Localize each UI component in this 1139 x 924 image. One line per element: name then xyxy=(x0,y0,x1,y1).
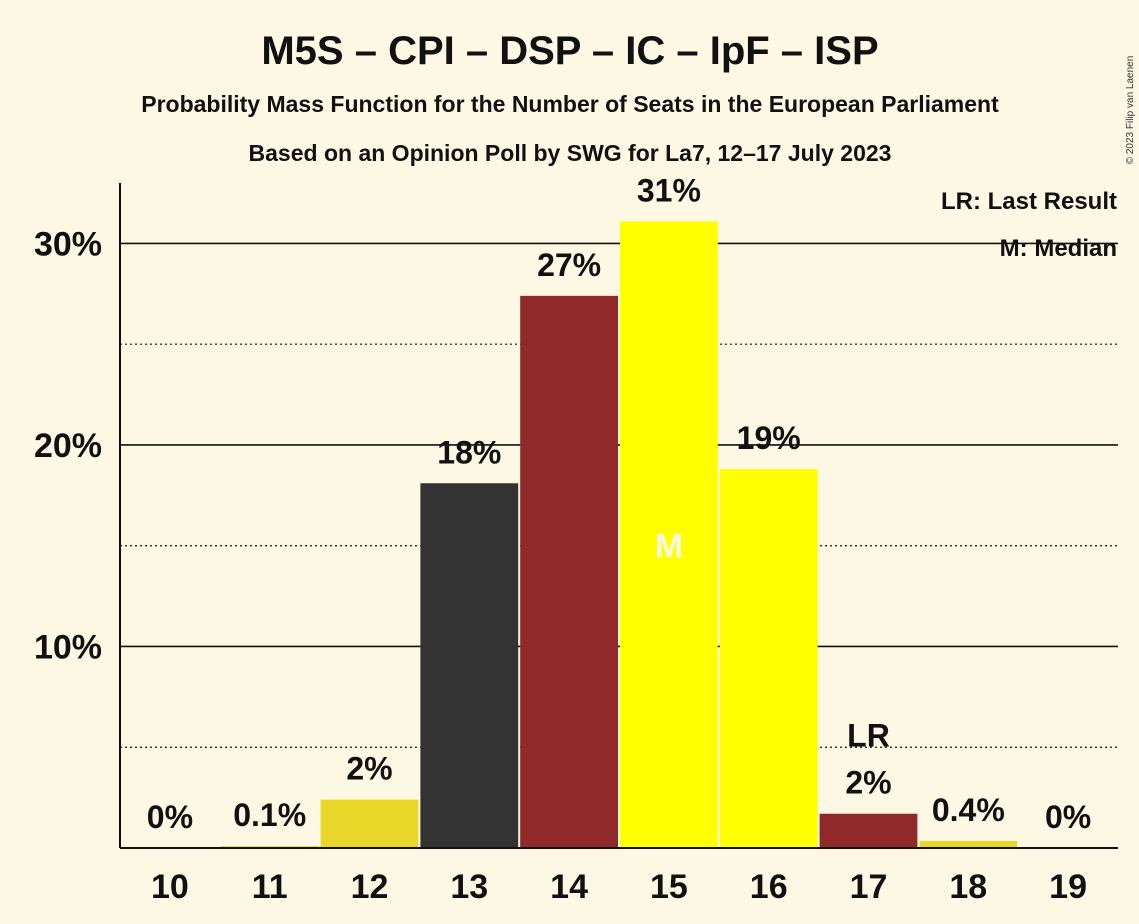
chart-subtitle: Probability Mass Function for the Number… xyxy=(141,91,999,117)
chart-title: M5S – CPI – DSP – IC – IpF – ISP xyxy=(261,29,878,73)
data-label: 31% xyxy=(637,172,701,208)
data-label: 0% xyxy=(147,799,193,835)
data-label: 19% xyxy=(737,420,801,456)
x-tick-label: 16 xyxy=(750,868,788,906)
x-tick-label: 15 xyxy=(650,868,688,906)
bar-seats-16 xyxy=(719,469,818,848)
bar-seats-18 xyxy=(919,840,1018,848)
bar-seats-17 xyxy=(819,813,918,848)
data-label: 2% xyxy=(845,765,891,801)
legend-median: M: Median xyxy=(1000,235,1117,262)
axes: 10% 20% 30% 10 11 12 13 14 15 16 17 18 19 xyxy=(34,183,1118,906)
x-tick-label: 12 xyxy=(351,868,389,906)
bars xyxy=(220,221,1018,849)
median-marker: M xyxy=(655,528,683,566)
bar-seats-13 xyxy=(420,483,519,848)
bar-seats-15 xyxy=(619,221,718,849)
data-label: 2% xyxy=(346,751,392,787)
data-labels: 0% 0.1% 2% 18% 27% 31% M 19% 2% LR 0.4% 0% xyxy=(147,172,1091,835)
legend-last-result: LR: Last Result xyxy=(941,188,1117,215)
bar-seats-12 xyxy=(320,799,419,848)
data-label: 0% xyxy=(1045,799,1091,835)
y-tick-label: 20% xyxy=(34,427,102,465)
x-tick-label: 19 xyxy=(1049,868,1087,906)
data-label: 18% xyxy=(437,434,501,470)
y-tick-label: 10% xyxy=(34,628,102,666)
bar-seats-11 xyxy=(220,845,319,848)
x-tick-label: 18 xyxy=(949,868,987,906)
data-label: 0.4% xyxy=(932,792,1005,828)
x-tick-label: 17 xyxy=(850,868,888,906)
data-label: 0.1% xyxy=(233,797,306,833)
grid-lines xyxy=(120,242,1118,748)
last-result-marker: LR xyxy=(847,718,890,754)
chart-subtitle-source: Based on an Opinion Poll by SWG for La7,… xyxy=(249,140,892,166)
x-tick-label: 13 xyxy=(450,868,488,906)
x-tick-label: 10 xyxy=(151,868,189,906)
y-tick-label: 30% xyxy=(34,225,102,263)
bar-seats-14 xyxy=(520,295,619,848)
copyright-notice: © 2023 Filip van Laenen xyxy=(1125,56,1136,165)
x-tick-label: 11 xyxy=(252,868,288,906)
x-tick-label: 14 xyxy=(550,868,588,906)
data-label: 27% xyxy=(537,247,601,283)
